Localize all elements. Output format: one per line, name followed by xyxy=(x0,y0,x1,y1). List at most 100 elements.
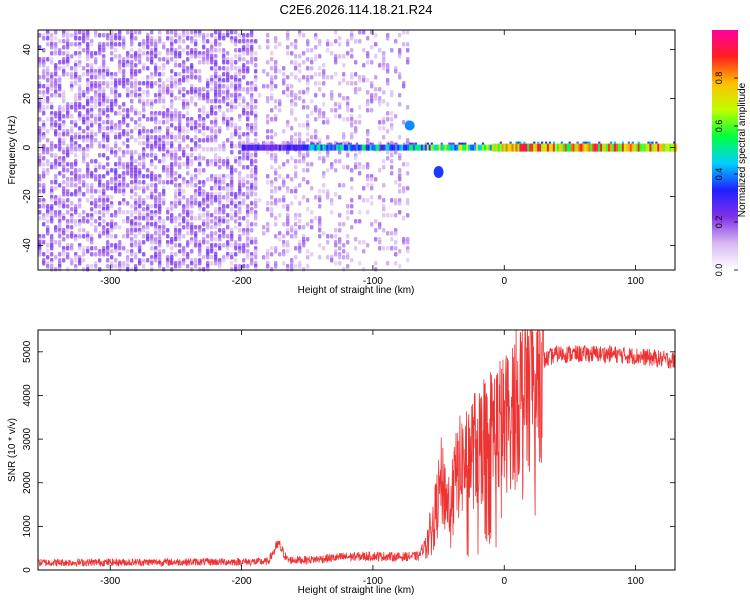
heatmap-noise-cell xyxy=(390,246,394,251)
heatmap-carrier-cell xyxy=(346,144,349,151)
heatmap-carrier-cell xyxy=(349,144,353,151)
heatmap-noise-cell xyxy=(342,267,346,272)
heatmap-noise-cell xyxy=(54,180,58,185)
heatmap-noise-cell xyxy=(254,192,258,197)
heatmap-noise-cell xyxy=(270,66,274,71)
heatmap-noise-cell xyxy=(170,135,174,140)
heatmap-noise-cell xyxy=(78,126,82,131)
heatmap-noise-cell xyxy=(302,33,306,38)
heatmap-noise-cell xyxy=(354,120,358,125)
heatmap-carrier-cell xyxy=(629,143,632,152)
heatmap-noise-cell xyxy=(190,39,194,44)
heatmap-carrier-cells xyxy=(241,120,678,179)
heatmap-noise-cell xyxy=(182,69,186,74)
heatmap-noise-cell xyxy=(290,201,294,206)
heatmap-noise-cell xyxy=(118,111,122,116)
heatmap-noise-cell xyxy=(286,87,290,92)
heatmap-noise-cell xyxy=(306,114,310,119)
heatmap-noise-cell xyxy=(178,216,182,221)
heatmap-noise-cell xyxy=(378,168,382,173)
heatmap-carrier-cell xyxy=(387,144,390,151)
heatmap-noise-cell xyxy=(286,45,290,50)
heatmap-noise-cell xyxy=(238,210,242,215)
heatmap-noise-cell xyxy=(62,72,66,77)
heatmap-noise-cell xyxy=(62,216,66,221)
heatmap-noise-cell xyxy=(310,111,314,116)
heatmap-noise-cell xyxy=(78,45,82,50)
heatmap-noise-cell xyxy=(242,111,246,116)
heatmap-noise-cell xyxy=(94,120,98,125)
heatmap-noise-cell xyxy=(54,186,58,191)
heatmap-noise-cell xyxy=(78,63,82,68)
heatmap-carrier-cell xyxy=(645,143,648,152)
heatmap-carrier-cell xyxy=(326,144,329,151)
heatmap-carrier-cell xyxy=(537,143,540,152)
heatmap-noise-cell xyxy=(106,210,110,215)
heatmap-noise-cell xyxy=(322,81,326,86)
heatmap-noise-cell xyxy=(106,198,110,203)
heatmap-noise-cell xyxy=(286,150,290,155)
heatmap-noise-cell xyxy=(318,228,322,233)
heatmap-noise-cell xyxy=(146,102,150,107)
heatmap-noise-cell xyxy=(354,246,358,251)
heatmap-noise-cell xyxy=(90,144,94,149)
heatmap-noise-cell xyxy=(222,243,226,248)
heatmap-carrier-cell xyxy=(265,144,268,151)
heatmap-noise-cell xyxy=(270,87,274,92)
heatmap-noise-cell xyxy=(402,84,406,89)
heatmap-noise-cell xyxy=(90,42,94,47)
heatmap-noise-cell xyxy=(102,231,106,236)
heatmap-noise-cell xyxy=(218,228,222,233)
heatmap-noise-cell xyxy=(158,78,162,83)
heatmap-carrier-cell xyxy=(627,143,630,152)
heatmap-noise-cell xyxy=(82,66,86,71)
heatmap-y-tick-label: -20 xyxy=(22,189,33,204)
heatmap-noise-cell xyxy=(154,129,158,134)
heatmap-noise-cell xyxy=(282,90,286,95)
heatmap-carrier-halo xyxy=(460,142,463,145)
heatmap-noise-cell xyxy=(234,144,238,149)
heatmap-noise-cell xyxy=(246,126,250,131)
heatmap-noise-cell xyxy=(122,210,126,215)
heatmap-noise-cell xyxy=(94,132,98,137)
heatmap-noise-cell xyxy=(138,231,142,236)
heatmap-noise-cell xyxy=(114,249,118,254)
heatmap-carrier-cell xyxy=(324,144,327,151)
heatmap-noise-cell xyxy=(194,177,198,182)
heatmap-noise-cell xyxy=(150,162,154,167)
heatmap-noise-cell xyxy=(66,114,70,119)
heatmap-carrier-halo xyxy=(448,142,451,145)
heatmap-noise-cell xyxy=(342,249,346,254)
heatmap-noise-cell xyxy=(98,216,102,221)
heatmap-noise-cell xyxy=(50,252,54,257)
heatmap-noise-cell xyxy=(306,207,310,212)
heatmap-noise-cell xyxy=(246,69,250,74)
heatmap-noise-cell xyxy=(406,171,410,176)
heatmap-noise-cell xyxy=(326,48,330,53)
heatmap-noise-cell xyxy=(198,192,202,197)
heatmap-noise-cell xyxy=(294,222,298,227)
colorbar-tick-label: 0.0 xyxy=(714,264,724,277)
heatmap-noise-cell xyxy=(346,42,350,47)
heatmap-noise-cell xyxy=(154,72,158,77)
heatmap-noise-cell xyxy=(198,108,202,113)
heatmap-noise-cell xyxy=(230,255,234,260)
heatmap-carrier-cell xyxy=(580,143,583,152)
heatmap-noise-cell xyxy=(134,234,138,239)
heatmap-noise-cell xyxy=(170,207,174,212)
heatmap-noise-cell xyxy=(86,213,90,218)
heatmap-noise-cell xyxy=(102,153,106,158)
heatmap-carrier-halo xyxy=(651,141,654,144)
heatmap-noise-cell xyxy=(406,60,410,65)
heatmap-noise-cell xyxy=(146,174,150,179)
heatmap-noise-cell xyxy=(346,264,350,269)
heatmap-carrier-cell xyxy=(507,143,510,152)
heatmap-noise-cell xyxy=(206,162,210,167)
heatmap-noise-cell xyxy=(318,150,322,155)
heatmap-noise-cell xyxy=(70,171,74,176)
heatmap-noise-cell xyxy=(202,147,206,152)
heatmap-noise-cell xyxy=(110,228,114,233)
heatmap-noise-cell xyxy=(294,234,298,239)
heatmap-noise-cell xyxy=(338,159,342,164)
heatmap-noise-cell xyxy=(178,45,182,50)
